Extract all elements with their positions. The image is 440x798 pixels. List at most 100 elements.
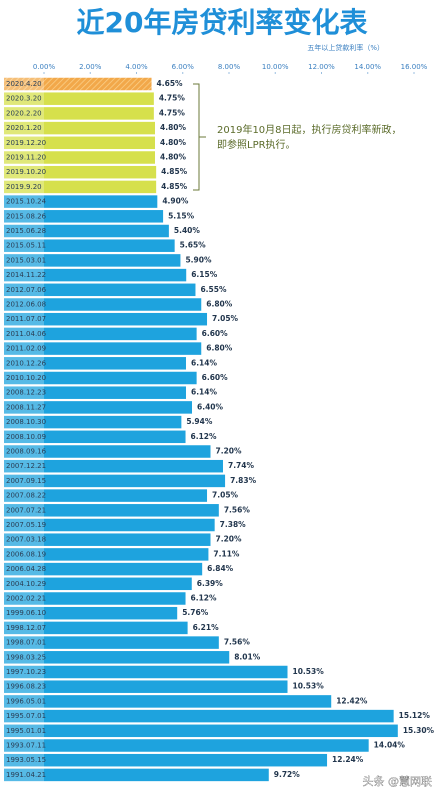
row-label-bg [4, 283, 44, 297]
subtitle: 五年以上贷款利率（%） [307, 43, 384, 52]
row-label-bg [4, 268, 44, 282]
bar [44, 401, 192, 414]
bar [44, 680, 288, 693]
data-label: 5.65% [180, 241, 207, 250]
y-tick-label: 2015.05.11 [6, 242, 46, 250]
bar [44, 312, 208, 326]
bar [44, 724, 398, 738]
row-label-bg [4, 445, 44, 458]
data-label: 4.75% [159, 94, 186, 103]
data-label: 4.85% [161, 167, 188, 176]
bar [44, 709, 394, 723]
bar [44, 621, 188, 635]
data-label: 9.72% [274, 770, 301, 779]
y-tick-label: 1998.03.25 [6, 653, 46, 661]
bar [44, 562, 203, 576]
bar [44, 92, 154, 105]
x-tick-label: 6.00% [172, 63, 195, 71]
data-label: 4.80% [160, 153, 187, 162]
x-tick-label: 0.00% [33, 63, 56, 71]
x-tick-label: 10.00% [262, 63, 289, 71]
y-tick-label: 2006.08.19 [6, 550, 46, 558]
data-label: 5.40% [174, 226, 201, 235]
bar [44, 548, 209, 561]
row-label-bg [4, 210, 44, 223]
data-label: 6.15% [191, 270, 218, 279]
data-label: 6.80% [206, 300, 233, 309]
y-tick-label: 2015.08.26 [6, 212, 47, 220]
y-tick-label: 2019.9.20 [6, 183, 42, 191]
data-label: 12.24% [332, 755, 364, 764]
y-tick-label: 2008.10.30 [6, 418, 46, 426]
row-label-bg [4, 724, 44, 738]
data-label: 5.76% [182, 608, 209, 617]
row-label-bg [4, 768, 44, 782]
bar [44, 489, 208, 502]
row-label-bg [4, 533, 44, 546]
data-label: 10.53% [293, 667, 325, 676]
data-label: 10.53% [293, 682, 325, 691]
bar [44, 254, 181, 267]
row-label-bg [4, 430, 44, 444]
x-tick-label: 14.00% [354, 63, 381, 71]
row-label-bg [4, 180, 44, 194]
bar [44, 239, 175, 252]
chart-title: 近20年房贷利率变化表 [77, 6, 368, 39]
y-tick-label: 2020.1.20 [6, 124, 42, 132]
row-label-bg [4, 606, 44, 620]
row-label-bg [4, 504, 44, 517]
data-label: 6.80% [206, 344, 233, 353]
row-label-bg [4, 254, 44, 267]
bar [44, 210, 164, 223]
y-tick-label: 2007.05.19 [6, 521, 46, 529]
row-label-bg [4, 489, 44, 502]
bar [44, 415, 182, 429]
bar [44, 107, 154, 120]
bar [44, 577, 192, 591]
y-tick-label: 2019.11.20 [6, 154, 46, 162]
bar [44, 327, 197, 341]
row-label-bg [4, 621, 44, 635]
row-label-bg [4, 342, 44, 355]
annotation: 即参照LPR执行。 [217, 138, 296, 151]
y-tick-label: 2012.07.06 [6, 286, 47, 294]
data-label: 4.80% [160, 123, 187, 132]
y-tick-label: 2012.06.08 [6, 301, 46, 309]
y-tick-label: 2007.12.21 [6, 462, 46, 470]
row-label-bg [4, 636, 44, 649]
y-tick-label: 2007.09.15 [6, 477, 46, 485]
y-tick-label: 2015.10.24 [6, 198, 47, 206]
bar [44, 386, 186, 399]
bar [44, 474, 226, 488]
bar [44, 651, 230, 664]
data-label: 6.40% [197, 402, 224, 411]
row-label-bg [4, 77, 44, 91]
y-tick-label: 2007.03.18 [6, 536, 46, 544]
annotation: 2019年10月8日起，执行房贷利率新政， [217, 123, 402, 136]
y-tick-label: 2007.07.21 [6, 506, 46, 514]
x-tick-label: 4.00% [125, 63, 148, 71]
row-label-bg [4, 239, 44, 252]
data-label: 7.74% [228, 461, 255, 470]
data-label: 6.12% [191, 594, 218, 603]
data-label: 7.56% [224, 638, 251, 647]
data-label: 5.90% [185, 255, 212, 264]
row-label-bg [4, 695, 44, 708]
bar [44, 195, 158, 208]
data-label: 4.85% [161, 182, 188, 191]
bar [44, 342, 202, 355]
data-label: 14.04% [374, 741, 406, 750]
row-label-bg [4, 107, 44, 120]
bar [44, 151, 155, 164]
x-tick-label: 8.00% [218, 63, 241, 71]
bar [44, 224, 169, 238]
bar [44, 665, 288, 679]
data-label: 6.55% [200, 285, 227, 294]
data-label: 7.11% [213, 549, 240, 558]
data-label: 4.75% [159, 108, 186, 117]
row-label-bg [4, 753, 44, 767]
y-tick-label: 2006.04.28 [6, 565, 46, 573]
data-label: 8.01% [234, 652, 261, 661]
y-tick-label: 2004.10.29 [6, 580, 46, 588]
